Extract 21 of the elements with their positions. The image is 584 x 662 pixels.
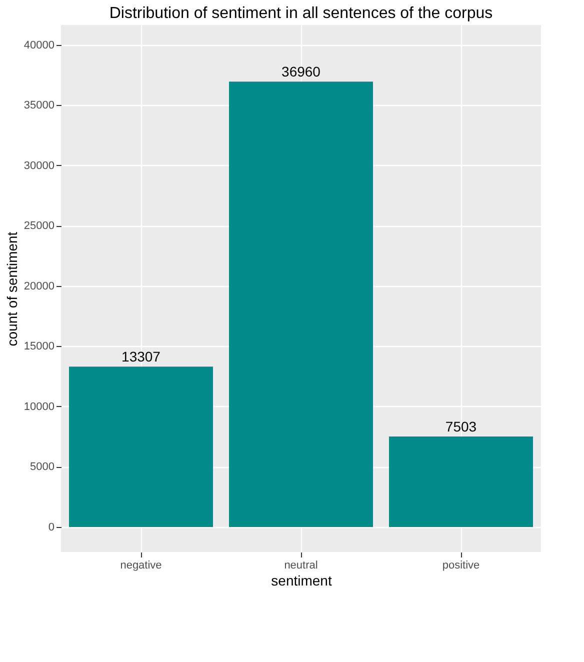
x-tick-label: positive xyxy=(442,560,480,572)
x-tick-label: negative xyxy=(120,560,162,572)
y-tick-label: 20000 xyxy=(24,280,54,292)
y-tick-label: 25000 xyxy=(24,220,54,232)
data-label: 13307 xyxy=(122,348,161,365)
bar xyxy=(69,366,213,527)
data-label: 36960 xyxy=(282,64,321,80)
x-tick-label: neutral xyxy=(284,560,318,572)
x-axis-title: sentiment xyxy=(271,572,332,588)
y-tick-label: 10000 xyxy=(24,400,54,413)
y-axis-title: count of sentiment xyxy=(4,232,20,346)
y-tick-label: 5000 xyxy=(30,461,54,474)
y-tick-label: 15000 xyxy=(24,340,54,353)
y-tick-label: 30000 xyxy=(24,160,54,172)
y-tick-label: 0 xyxy=(48,521,54,534)
bar xyxy=(389,436,533,527)
y-tick-label: 35000 xyxy=(24,100,54,112)
bar xyxy=(229,82,373,527)
data-label: 7503 xyxy=(445,418,477,435)
chart-title: Distribution of sentiment in all sentences of the corpus xyxy=(109,5,493,22)
y-tick-label: 40000 xyxy=(24,40,54,52)
